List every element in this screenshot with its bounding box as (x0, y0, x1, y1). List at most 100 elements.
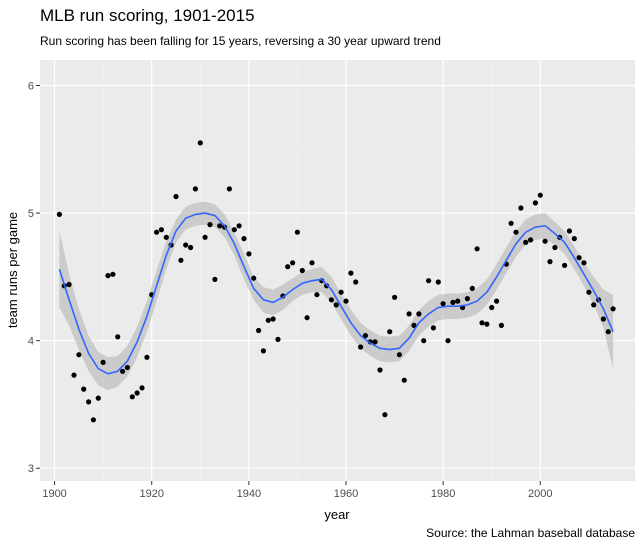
data-point (129, 394, 135, 400)
data-point (605, 329, 611, 335)
y-axis-label: team runs per game (5, 212, 20, 328)
data-point (76, 352, 82, 358)
data-point (158, 227, 164, 233)
x-tick-label: 1960 (334, 488, 358, 500)
data-point (528, 237, 534, 243)
data-point (217, 223, 223, 229)
data-point (586, 289, 592, 295)
data-point (426, 278, 432, 284)
data-point (406, 311, 412, 317)
data-point (105, 273, 111, 279)
y-tick-label: 4 (28, 336, 34, 348)
data-point (542, 238, 548, 244)
data-point (547, 259, 553, 265)
data-point (246, 251, 252, 257)
x-tick-label: 2000 (528, 488, 552, 500)
data-point (353, 279, 359, 285)
chart-caption: Source: the Lahman baseball database (426, 526, 635, 540)
y-tick-label: 6 (28, 81, 34, 93)
data-point (328, 297, 334, 303)
data-point (562, 262, 568, 268)
x-axis-label: year (324, 507, 350, 522)
data-point (124, 364, 130, 371)
data-point (411, 322, 417, 328)
data-point (600, 316, 607, 322)
data-point (226, 186, 232, 192)
data-point (304, 315, 310, 321)
chart-title: MLB run scoring, 1901-2015 (40, 6, 255, 25)
data-point (518, 205, 524, 211)
data-point (183, 242, 189, 248)
data-point (299, 267, 305, 274)
data-point (236, 223, 242, 229)
data-point (523, 239, 529, 245)
data-point (450, 299, 456, 305)
data-point (362, 333, 368, 339)
data-point (71, 372, 77, 378)
data-point (387, 329, 393, 335)
data-point (154, 229, 160, 235)
data-point (455, 298, 461, 304)
x-tick-label: 1920 (139, 488, 163, 500)
data-point (416, 311, 422, 317)
data-point (489, 304, 495, 311)
data-point (188, 244, 194, 251)
data-point (338, 289, 344, 295)
data-point (120, 368, 126, 374)
data-point (571, 236, 577, 242)
data-point (173, 193, 179, 200)
data-point (256, 327, 262, 334)
data-point (56, 211, 63, 217)
data-point (464, 296, 470, 302)
data-point (430, 325, 436, 331)
data-point (445, 338, 451, 344)
data-point (110, 271, 116, 277)
minor-gridlines (40, 60, 635, 481)
data-point (440, 301, 446, 307)
data-point (396, 352, 402, 358)
data-point (207, 222, 213, 228)
data-point (566, 228, 573, 234)
data-point (192, 186, 198, 192)
x-tick-label: 1900 (42, 488, 66, 500)
data-point (333, 302, 339, 308)
data-point (197, 140, 203, 146)
data-point (508, 220, 514, 226)
data-point (309, 260, 315, 266)
x-tick-label: 1940 (237, 488, 261, 500)
data-point (382, 412, 388, 418)
data-point (139, 385, 145, 391)
data-point (474, 246, 480, 252)
data-point (576, 255, 582, 261)
data-point (348, 270, 354, 276)
data-point (581, 260, 587, 266)
data-point (275, 336, 281, 342)
data-point (285, 264, 291, 270)
data-point (435, 279, 441, 285)
data-point (498, 322, 504, 328)
data-point (343, 298, 349, 304)
data-point (95, 395, 101, 401)
data-point (314, 292, 320, 298)
data-point (513, 229, 519, 235)
data-point (552, 244, 558, 251)
data-point (241, 236, 247, 242)
plot-panel (40, 60, 635, 481)
data-point (479, 320, 485, 326)
smooth-confidence-band (59, 201, 614, 391)
data-point (100, 359, 106, 365)
x-tick-label: 1980 (431, 488, 455, 500)
data-point (265, 317, 271, 323)
data-point (134, 390, 140, 396)
data-point (372, 339, 378, 345)
data-point (270, 316, 276, 322)
data-point (81, 386, 87, 392)
data-point (178, 257, 184, 263)
data-point (290, 260, 296, 266)
data-point (324, 283, 330, 289)
data-point (591, 302, 597, 308)
data-point (260, 348, 266, 354)
chart-subtitle: Run scoring has been falling for 15 year… (40, 34, 441, 48)
data-point (294, 229, 300, 235)
